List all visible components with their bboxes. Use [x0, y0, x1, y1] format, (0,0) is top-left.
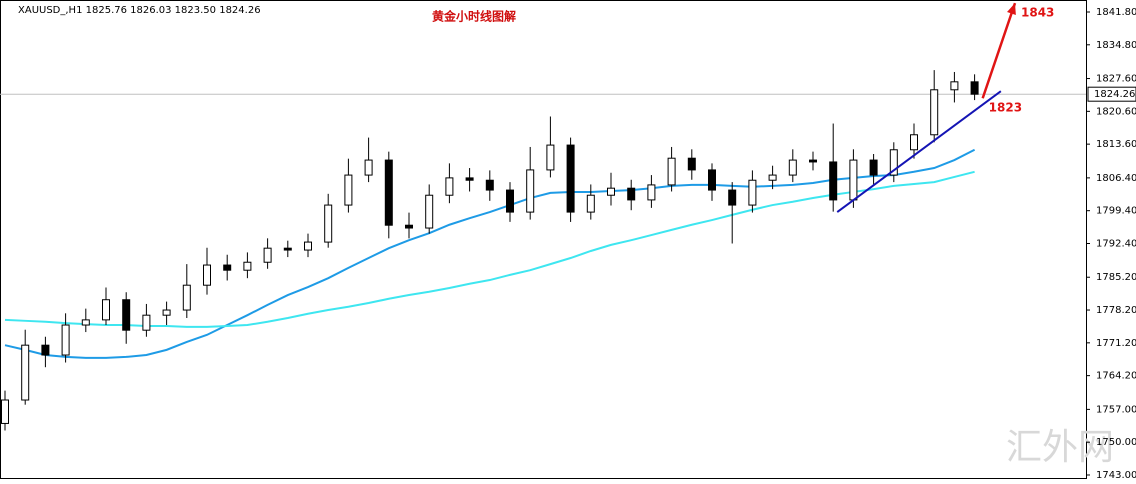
candle-body — [102, 299, 110, 321]
candle-body — [728, 189, 737, 206]
last-price-label: 1824.26 — [1094, 89, 1135, 100]
candle-body — [425, 194, 434, 229]
y-tick-label: 1778.20 — [1096, 305, 1136, 316]
candle-body — [283, 247, 292, 251]
candle-body — [546, 144, 555, 171]
y-tick-label: 1813.60 — [1096, 139, 1136, 150]
candle-body — [526, 169, 535, 213]
candle-body — [950, 81, 959, 91]
candle-body — [788, 159, 797, 176]
y-tick-label: 1841.80 — [1096, 7, 1136, 18]
watermark: 汇外网 — [1006, 427, 1114, 468]
candle-body — [243, 261, 252, 271]
candle-body — [829, 161, 838, 201]
candle-body — [809, 159, 817, 163]
candle-body — [21, 344, 30, 401]
arrow-shaft — [981, 2, 1017, 99]
moving-average — [4, 170, 975, 328]
arrow-head — [1007, 3, 1016, 16]
candle-body — [1, 399, 9, 424]
candle-body — [182, 284, 191, 311]
candle-body — [364, 159, 373, 176]
candle-body — [607, 187, 615, 196]
candle-body — [627, 187, 636, 201]
y-tick-label: 1771.20 — [1096, 338, 1136, 349]
candle-body — [61, 324, 70, 356]
annotation: 1823 — [989, 101, 1022, 115]
candle-body — [910, 134, 918, 151]
last-price-box — [1087, 86, 1136, 102]
candle-body — [485, 179, 494, 191]
candle-body — [324, 204, 333, 243]
candle-body — [849, 159, 858, 201]
y-tick-label: 1806.40 — [1096, 173, 1136, 184]
candle-body — [465, 177, 474, 181]
candle-body — [445, 177, 454, 196]
chart-title: 黄金小时线图解 — [432, 9, 516, 24]
y-tick-label: 1757.00 — [1096, 404, 1136, 415]
y-tick-label: 1834.80 — [1096, 40, 1136, 51]
candle-body — [263, 247, 272, 263]
candle-body — [586, 194, 595, 213]
candle-body — [970, 81, 979, 95]
plot-frame — [0, 0, 1087, 479]
candle-body — [344, 174, 353, 206]
y-tick-label: 1799.40 — [1096, 206, 1136, 217]
candle-body — [162, 309, 171, 316]
candle-body — [384, 159, 393, 226]
candle-body — [203, 264, 211, 286]
candle-body — [506, 189, 514, 213]
y-tick-label: 1820.60 — [1096, 106, 1136, 117]
candle-body — [405, 224, 413, 229]
candle-body — [889, 149, 898, 176]
chart-header: XAUUSD_,H1 1825.76 1826.03 1823.50 1824.… — [18, 5, 261, 16]
moving-average — [4, 148, 976, 359]
y-tick-label: 1750.00 — [1096, 437, 1136, 448]
annotation: 1843 — [1021, 6, 1054, 20]
candle-body — [566, 144, 575, 213]
candle-body — [81, 319, 90, 326]
y-tick-label: 1764.20 — [1096, 371, 1136, 382]
candle-body — [223, 264, 232, 271]
candle-body — [748, 179, 757, 206]
y-tick-label: 1827.60 — [1096, 74, 1136, 85]
candle-body — [708, 169, 716, 191]
candle-body — [41, 344, 50, 356]
y-tick-label: 1743.00 — [1096, 470, 1136, 480]
y-tick-label: 1792.40 — [1096, 238, 1136, 249]
candle-body — [667, 157, 676, 186]
candle-body — [930, 89, 939, 136]
candle-body — [122, 299, 131, 331]
trend-line — [836, 90, 1002, 213]
candle-body — [647, 184, 656, 201]
candle-body — [687, 157, 696, 171]
candle-body — [304, 241, 312, 251]
candle-body — [869, 159, 878, 176]
candle-body — [142, 314, 151, 331]
candle-body — [768, 174, 777, 181]
y-tick-label: 1785.20 — [1096, 272, 1136, 283]
